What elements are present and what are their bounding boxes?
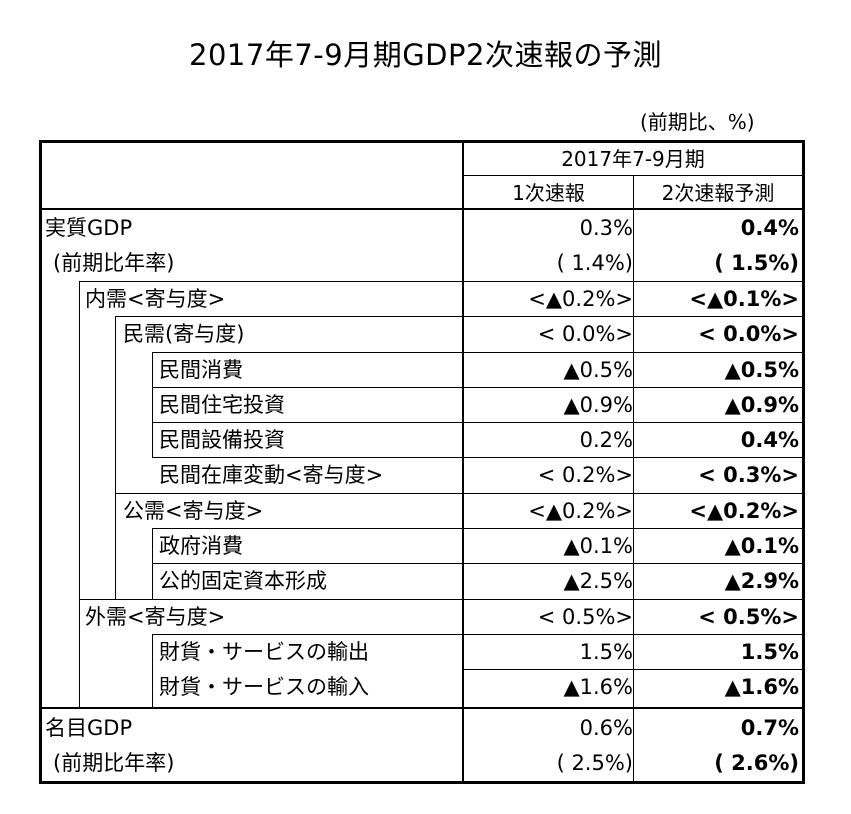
row-line [152,457,464,458]
value-first-estimate: ( 1.4%) [556,251,633,275]
table-border-right [802,140,805,784]
row-line [464,563,802,564]
value-first-estimate: < 0.0%> [537,322,633,346]
row-line [115,493,464,494]
value-first-estimate: ▲0.9% [563,393,633,417]
column-divider-label [462,140,464,784]
value-second-forecast: 0.4% [740,216,799,240]
value-second-forecast: < 0.3%> [698,463,799,487]
row-label: 財貨・サービスの輸出 [159,640,369,664]
header-col1: 1次速報 [512,181,585,205]
value-first-estimate: <▲0.2%> [528,287,633,311]
row-line [464,599,802,600]
value-second-forecast: <▲0.2%> [689,499,799,523]
indent-line [115,316,116,599]
value-first-estimate: < 0.5%> [537,605,633,629]
row-line [152,563,464,564]
value-second-forecast: ▲0.9% [724,393,799,417]
row-line [464,669,802,670]
row-label: (前期比年率) [53,251,175,275]
row-label: 財貨・サービスの輸入 [159,675,369,699]
row-line [464,634,802,635]
value-second-forecast: ▲1.6% [724,675,799,699]
row-label: 内需<寄与度> [85,287,226,311]
row-label: 外需<寄与度> [85,605,226,629]
value-second-forecast: 0.4% [740,428,799,452]
row-line [79,599,464,600]
value-first-estimate: 0.6% [579,716,633,740]
row-label: (前期比年率) [53,751,175,775]
row-line [152,422,464,423]
value-second-forecast: 0.7% [740,716,799,740]
value-second-forecast: ▲0.1% [724,534,799,558]
indent-line [79,281,80,708]
row-line [115,316,464,317]
indent-line [152,528,153,599]
row-line [464,352,802,353]
indent-line [152,634,153,708]
header-divider [39,208,805,210]
indent-line [152,352,153,458]
value-second-forecast: ( 2.6%) [714,751,799,775]
row-label: 公的固定資本形成 [159,569,327,593]
value-first-estimate: ▲0.1% [563,534,633,558]
row-label: 民間住宅投資 [159,393,285,417]
page-title: 2017年7-9月期GDP2次速報の予測 [189,38,662,72]
row-line [464,422,802,423]
row-line [464,528,802,529]
value-first-estimate: ▲1.6% [563,675,633,699]
row-label: 名目GDP [45,716,133,740]
header-col2: 2次速報予測 [661,181,775,205]
row-label: 実質GDP [45,216,133,240]
value-second-forecast: ( 1.5%) [714,251,799,275]
value-first-estimate: 0.2% [579,428,633,452]
value-second-forecast: < 0.5%> [698,605,799,629]
row-line [464,387,802,388]
row-label: 民間設備投資 [159,428,285,452]
value-second-forecast: 1.5% [740,640,799,664]
row-line [152,528,464,529]
row-line [464,281,802,282]
row-line [152,634,464,635]
row-label: 政府消費 [159,534,243,558]
row-line [79,281,464,282]
row-line [39,707,805,709]
value-first-estimate: 0.3% [579,216,633,240]
value-first-estimate: 1.5% [579,640,633,664]
value-first-estimate: <▲0.2%> [528,499,633,523]
row-line [152,387,464,388]
value-second-forecast: <▲0.1%> [689,287,799,311]
value-second-forecast: ▲0.5% [724,358,799,382]
row-line [464,493,802,494]
column-divider-values [633,175,634,784]
value-second-forecast: ▲2.9% [724,569,799,593]
value-first-estimate: < 0.2%> [537,463,633,487]
unit-note: (前期比、%) [640,110,755,134]
table-border-top [39,140,805,143]
row-label: 民需(寄与度) [123,322,245,346]
table-border-left [39,140,42,784]
value-first-estimate: ▲2.5% [563,569,633,593]
row-line [152,352,464,353]
value-second-forecast: < 0.0%> [698,322,799,346]
row-label: 公需<寄与度> [123,499,264,523]
value-first-estimate: ( 2.5%) [556,751,633,775]
header-period: 2017年7-9月期 [561,147,705,171]
gdp-table: 2017年7-9月期 1次速報 2次速報予測 実質GDP (前期比年率) 内需<… [39,140,805,784]
row-label: 民間消費 [159,358,243,382]
table-border-bottom [39,781,805,784]
row-line [464,457,802,458]
value-first-estimate: ▲0.5% [563,358,633,382]
row-label: 民間在庫変動<寄与度> [159,463,384,487]
row-line [464,316,802,317]
header-subline [464,175,805,176]
